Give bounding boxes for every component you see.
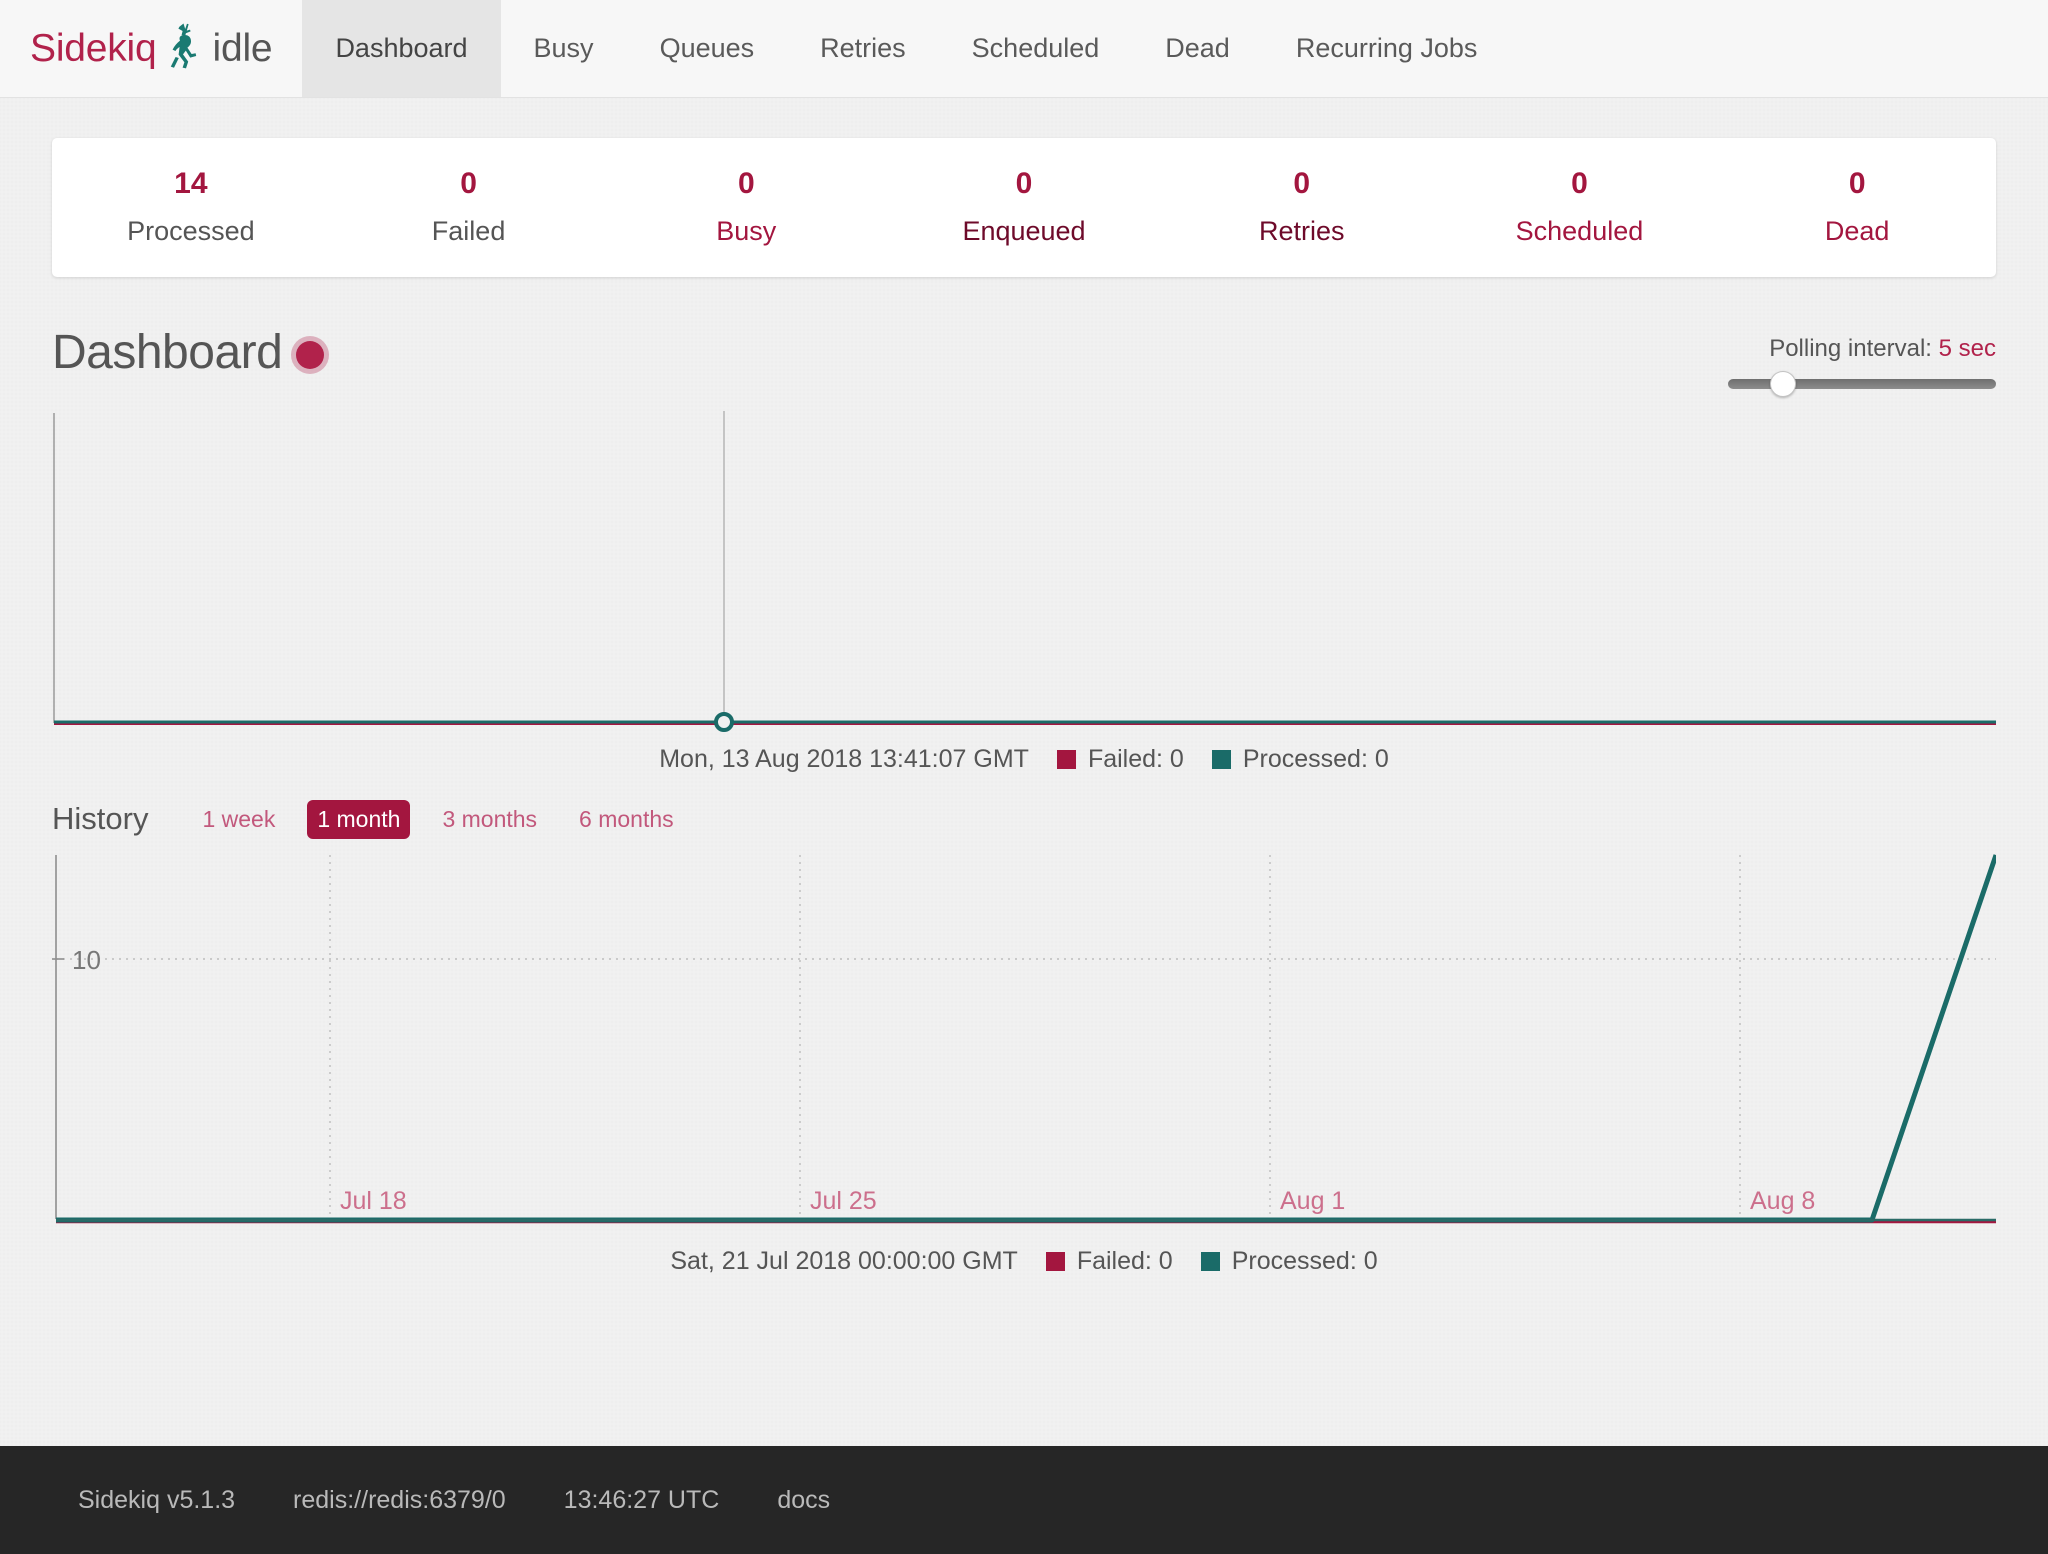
realtime-chart[interactable] (52, 405, 1996, 735)
history-range-6-months[interactable]: 6 months (579, 805, 674, 832)
nav-tab-busy[interactable]: Busy (533, 33, 594, 63)
history-y-tick-label-10: 10 (72, 945, 101, 975)
polling-interval-slider-thumb[interactable] (1770, 370, 1796, 397)
nav-tabs: Dashboard Busy Queues Retries Scheduled … (302, 0, 1510, 97)
polling-interval-value: 5 sec (1938, 334, 1996, 362)
history-range-1-month[interactable]: 1 month (307, 799, 411, 839)
live-poll-dot-icon (296, 341, 325, 370)
realtime-legend-processed: Processed: 0 (1211, 744, 1389, 774)
brand-logo[interactable]: Sidekiq idle (0, 0, 302, 97)
history-header: History 1 week 1 month 3 months 6 months (0, 774, 2048, 839)
history-legend-failed: Failed: 0 (1045, 1246, 1173, 1276)
nav-tab-recurring-jobs[interactable]: Recurring Jobs (1295, 33, 1478, 63)
history-x-tick-label-jul-18: Jul 18 (340, 1187, 407, 1215)
history-x-tick-label-aug-8: Aug 8 (1750, 1187, 1815, 1215)
history-hover-time: Sat, 21 Jul 2018 00:00:00 GMT (670, 1246, 1018, 1275)
realtime-legend-failed: Failed: 0 (1056, 744, 1184, 774)
history-chart[interactable]: 10 Jul 18 Jul 25 Aug 1 Aug 8 (52, 849, 1996, 1237)
brand-name: Sidekiq (30, 26, 157, 70)
stat-processed-value: 14 (174, 167, 208, 200)
page-footer: Sidekiq v5.1.3 redis://redis:6379/0 13:4… (0, 1446, 2048, 1554)
nav-tab-retries[interactable]: Retries (820, 33, 906, 63)
stats-section: 14 Processed 0 Failed 0 Busy 0 Enqueued … (0, 98, 2048, 277)
stat-scheduled-value: 0 (1571, 167, 1588, 200)
footer-version: Sidekiq v5.1.3 (78, 1485, 236, 1514)
brand-status: idle (212, 26, 273, 70)
legend-swatch-processed-icon (1211, 749, 1231, 769)
nav-tab-queues[interactable]: Queues (659, 33, 755, 63)
realtime-chart-section: Mon, 13 Aug 2018 13:41:07 GMT Failed: 0 … (0, 389, 2048, 774)
polling-interval-label: Polling interval: 5 sec (1728, 335, 1996, 363)
footer-docs-link[interactable]: docs (777, 1485, 831, 1514)
dashboard-title-row: Dashboard (52, 325, 325, 380)
history-legend-swatch-failed-icon (1045, 1251, 1065, 1271)
legend-swatch-failed-icon (1056, 749, 1076, 769)
history-chart-footer: Sat, 21 Jul 2018 00:00:00 GMT Failed: 0 … (52, 1247, 1996, 1276)
stat-dead-label: Dead (1824, 215, 1890, 246)
stat-processed[interactable]: 14 Processed (52, 164, 330, 249)
stat-enqueued-value: 0 (1015, 167, 1033, 200)
realtime-chart-footer: Mon, 13 Aug 2018 13:41:07 GMT Failed: 0 … (52, 745, 1996, 774)
page-title: Dashboard (52, 325, 283, 379)
stats-card: 14 Processed 0 Failed 0 Busy 0 Enqueued … (52, 138, 1996, 277)
stat-dead[interactable]: 0 Dead (1718, 164, 1996, 249)
sidekiq-runner-icon (169, 23, 201, 74)
stat-failed-label: Failed (431, 215, 506, 246)
nav-tab-dead[interactable]: Dead (1165, 33, 1230, 63)
stat-retries[interactable]: 0 Retries (1163, 164, 1441, 249)
history-legend-processed: Processed: 0 (1200, 1246, 1378, 1276)
navbar: Sidekiq idle Dashboard Busy Queues Retri… (0, 0, 2048, 98)
history-x-tick-label-aug-1: Aug 1 (1280, 1187, 1345, 1215)
stat-scheduled-label: Scheduled (1515, 215, 1644, 246)
footer-time: 13:46:27 UTC (563, 1485, 720, 1514)
realtime-hover-point (714, 711, 734, 732)
polling-interval-text: Polling interval: (1769, 334, 1932, 362)
history-range-1-week[interactable]: 1 week (202, 805, 276, 832)
history-legend-swatch-processed-icon (1200, 1251, 1220, 1271)
realtime-hover-time: Mon, 13 Aug 2018 13:41:07 GMT (659, 744, 1029, 773)
history-legend-failed-label: Failed: 0 (1076, 1246, 1173, 1275)
dashboard-header: Dashboard Polling interval: 5 sec (0, 277, 2048, 397)
polling-interval-slider[interactable] (1728, 370, 1996, 397)
footer-redis-url: redis://redis:6379/0 (293, 1485, 506, 1514)
history-title: History (52, 801, 149, 837)
stat-processed-label: Processed (127, 215, 255, 246)
stat-failed-value: 0 (460, 167, 477, 200)
polling-interval-control: Polling interval: 5 sec (1728, 325, 1996, 397)
stat-failed[interactable]: 0 Failed (330, 164, 608, 249)
nav-tab-scheduled[interactable]: Scheduled (971, 33, 1100, 63)
nav-tab-dashboard[interactable]: Dashboard (302, 0, 501, 97)
history-x-tick-label-jul-25: Jul 25 (810, 1187, 877, 1215)
history-chart-section: 10 Jul 18 Jul 25 Aug 1 Aug 8 Sat, 21 Jul… (0, 839, 2048, 1276)
realtime-legend-failed-label: Failed: 0 (1087, 744, 1184, 773)
realtime-legend-processed-label: Processed: 0 (1242, 744, 1389, 773)
stat-retries-label: Retries (1258, 215, 1345, 246)
stat-enqueued-label: Enqueued (962, 215, 1086, 246)
history-range-3-months[interactable]: 3 months (442, 805, 538, 832)
history-legend-processed-label: Processed: 0 (1231, 1246, 1378, 1275)
stat-retries-value: 0 (1293, 167, 1311, 200)
history-series-processed (56, 853, 1996, 1223)
stat-busy[interactable]: 0 Busy (607, 164, 885, 249)
stat-scheduled[interactable]: 0 Scheduled (1441, 164, 1719, 249)
stat-busy-value: 0 (737, 167, 755, 200)
stat-enqueued[interactable]: 0 Enqueued (885, 164, 1163, 249)
stat-busy-label: Busy (716, 215, 777, 246)
stat-dead-value: 0 (1848, 167, 1866, 200)
